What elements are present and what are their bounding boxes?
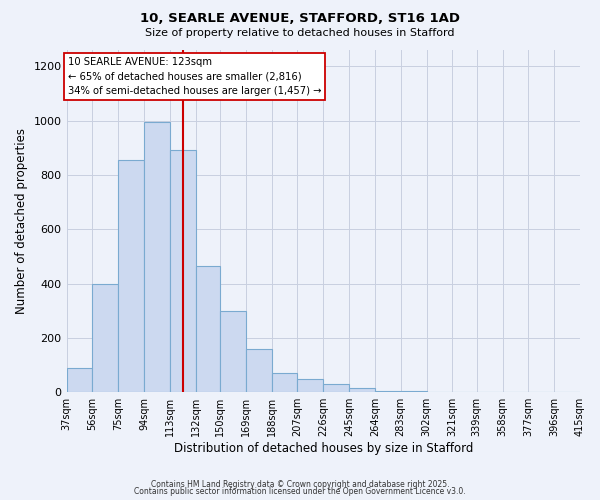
Y-axis label: Number of detached properties: Number of detached properties: [15, 128, 28, 314]
Text: Size of property relative to detached houses in Stafford: Size of property relative to detached ho…: [145, 28, 455, 38]
Bar: [92, 284, 118, 392]
Bar: [349, 388, 375, 392]
Text: 10 SEARLE AVENUE: 123sqm
← 65% of detached houses are smaller (2,816)
34% of sem: 10 SEARLE AVENUE: 123sqm ← 65% of detach…: [68, 57, 322, 96]
Text: Contains public sector information licensed under the Open Government Licence v3: Contains public sector information licen…: [134, 488, 466, 496]
Text: 10, SEARLE AVENUE, STAFFORD, ST16 1AD: 10, SEARLE AVENUE, STAFFORD, ST16 1AD: [140, 12, 460, 26]
Bar: [375, 391, 401, 392]
Bar: [170, 150, 196, 392]
Text: Contains HM Land Registry data © Crown copyright and database right 2025.: Contains HM Land Registry data © Crown c…: [151, 480, 449, 489]
Bar: [323, 384, 349, 392]
Bar: [144, 122, 170, 392]
Bar: [67, 368, 92, 392]
Bar: [246, 349, 272, 392]
Bar: [298, 378, 323, 392]
Bar: [196, 266, 220, 392]
Bar: [118, 160, 144, 392]
Bar: [272, 373, 298, 392]
Bar: [220, 310, 246, 392]
X-axis label: Distribution of detached houses by size in Stafford: Distribution of detached houses by size …: [173, 442, 473, 455]
